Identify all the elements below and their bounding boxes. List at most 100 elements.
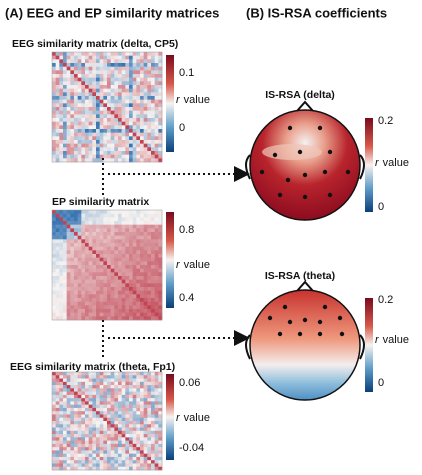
matrix-cell xyxy=(110,232,115,236)
matrix-cell xyxy=(55,217,60,222)
matrix-cell xyxy=(63,398,67,402)
matrix-cell xyxy=(125,221,130,225)
matrix-cell xyxy=(151,407,155,412)
matrix-cell xyxy=(88,424,93,428)
matrix-cell xyxy=(70,375,75,379)
matrix-cell xyxy=(52,136,56,141)
matrix-cell xyxy=(143,132,148,137)
matrix-cell xyxy=(81,221,86,225)
matrix-cell xyxy=(85,213,89,218)
matrix-cell xyxy=(63,217,67,222)
matrix-cell xyxy=(85,77,89,82)
matrix-cell xyxy=(63,424,67,428)
matrix-cell xyxy=(74,430,78,435)
matrix-cell xyxy=(77,294,82,299)
matrix-cell xyxy=(110,110,115,115)
matrix-cell xyxy=(59,143,64,148)
matrix-cell xyxy=(132,268,137,273)
matrix-cell xyxy=(147,401,152,405)
matrix-cell xyxy=(114,312,119,317)
matrix-cell xyxy=(121,381,126,386)
matrix-cell xyxy=(63,294,67,299)
matrix-cell xyxy=(77,85,82,89)
matrix-cell xyxy=(81,276,86,280)
matrix-cell xyxy=(88,460,93,464)
matrix-cell xyxy=(158,305,163,310)
matrix-cell xyxy=(85,132,89,137)
matrix-cell xyxy=(110,81,115,86)
matrix-cell xyxy=(99,235,104,240)
matrix-cell xyxy=(66,276,71,280)
matrix-cell xyxy=(63,63,67,67)
matrix-cell xyxy=(129,118,133,122)
matrix-cell xyxy=(96,453,100,458)
matrix-cell xyxy=(63,430,67,435)
matrix-cell xyxy=(114,140,119,144)
matrix-cell xyxy=(147,309,152,313)
matrix-cell xyxy=(125,456,130,461)
matrix-cell xyxy=(96,59,100,64)
matrix-cell xyxy=(140,254,144,258)
matrix-cell xyxy=(114,398,119,402)
matrix-cell xyxy=(59,460,64,464)
matrix-cell xyxy=(52,88,56,93)
matrix-cell xyxy=(77,372,82,376)
matrix-cell xyxy=(70,316,75,321)
matrix-cell xyxy=(151,450,155,454)
matrix-cell xyxy=(70,63,75,67)
matrix-cell xyxy=(125,411,130,415)
matrix-cell xyxy=(121,424,126,428)
matrix-cell xyxy=(143,268,148,273)
matrix-cell xyxy=(114,213,119,218)
matrix-cell xyxy=(70,414,75,419)
matrix-cell xyxy=(85,305,89,310)
matrix-cell xyxy=(70,257,75,262)
matrix-cell xyxy=(125,55,130,60)
matrix-cell xyxy=(103,110,108,115)
matrix-cell xyxy=(129,375,133,379)
matrix-cell xyxy=(140,213,144,218)
matrix-cell xyxy=(154,221,159,225)
matrix-cell xyxy=(154,85,159,89)
matrix-cell xyxy=(55,213,60,218)
matrix-cell xyxy=(140,246,144,251)
matrix-cell xyxy=(85,59,89,64)
matrix-cell xyxy=(85,136,89,141)
matrix-cell xyxy=(66,447,71,451)
matrix-cell xyxy=(118,294,122,299)
matrix-cell xyxy=(88,125,93,130)
matrix-cell xyxy=(59,81,64,86)
matrix-cell xyxy=(66,460,71,464)
matrix-cell xyxy=(74,125,78,130)
matrix-cell xyxy=(66,427,71,432)
matrix-cell xyxy=(158,450,163,454)
matrix-cell xyxy=(55,221,60,225)
matrix-cell xyxy=(136,243,141,247)
matrix-cell xyxy=(55,440,60,445)
panel-title: (B) IS-RSA coefficients xyxy=(246,5,387,20)
matrix-cell xyxy=(66,132,71,137)
matrix-cell xyxy=(143,421,148,425)
matrix-cell xyxy=(114,430,119,435)
matrix-cell xyxy=(158,221,163,225)
matrix-cell xyxy=(132,158,137,163)
matrix-cell xyxy=(132,298,137,302)
matrix-cell xyxy=(129,421,133,425)
matrix-cell xyxy=(110,143,115,148)
matrix-cell xyxy=(129,70,133,75)
matrix-cell xyxy=(70,239,75,244)
matrix-cell xyxy=(103,250,108,255)
matrix-cell xyxy=(52,114,56,119)
matrix-cell xyxy=(151,283,155,288)
matrix-cell xyxy=(99,63,104,67)
matrix-cell xyxy=(132,391,137,396)
matrix-cell xyxy=(81,55,86,60)
matrix-cell xyxy=(88,213,93,218)
matrix-cell xyxy=(143,427,148,432)
matrix-cell xyxy=(74,272,78,277)
matrix-cell xyxy=(143,261,148,266)
matrix-cell xyxy=(88,151,93,155)
matrix-cell xyxy=(158,55,163,60)
matrix-cell xyxy=(74,88,78,93)
matrix-cell xyxy=(52,70,56,75)
